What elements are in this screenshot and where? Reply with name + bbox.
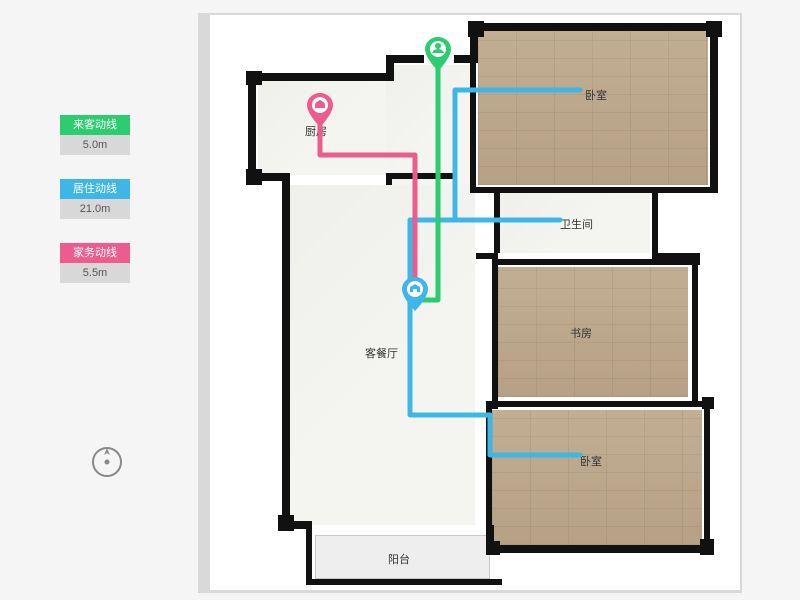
legend-label-chore: 家务动线 bbox=[60, 243, 130, 263]
room-study bbox=[498, 267, 688, 397]
legend-label-guest: 来客动线 bbox=[60, 115, 130, 135]
legend: 来客动线 5.0m 居住动线 21.0m 家务动线 5.5m bbox=[60, 115, 140, 307]
hall-upper bbox=[386, 65, 476, 185]
label-living: 客餐厅 bbox=[365, 345, 398, 361]
pin-entry-icon bbox=[425, 37, 451, 71]
legend-item-live: 居住动线 21.0m bbox=[60, 179, 140, 219]
legend-value-guest: 5.0m bbox=[60, 135, 130, 155]
pin-chore-icon bbox=[307, 93, 333, 127]
floorplan: 厨房 客餐厅 卫生间 书房 卧室 卧室 阳台 bbox=[210, 15, 740, 590]
legend-item-guest: 来客动线 5.0m bbox=[60, 115, 140, 155]
room-bedroom-top bbox=[478, 30, 708, 185]
compass-icon bbox=[90, 445, 124, 479]
legend-value-chore: 5.5m bbox=[60, 263, 130, 283]
room-bedroom-bottom bbox=[492, 410, 702, 545]
label-bathroom: 卫生间 bbox=[560, 216, 593, 232]
pin-live-icon bbox=[402, 277, 428, 311]
label-study: 书房 bbox=[570, 325, 592, 341]
legend-item-chore: 家务动线 5.5m bbox=[60, 243, 140, 283]
label-balcony: 阳台 bbox=[388, 551, 410, 567]
label-bedroom-top: 卧室 bbox=[585, 87, 607, 103]
legend-label-live: 居住动线 bbox=[60, 179, 130, 199]
legend-value-live: 21.0m bbox=[60, 199, 130, 219]
label-bedroom-bottom: 卧室 bbox=[580, 453, 602, 469]
